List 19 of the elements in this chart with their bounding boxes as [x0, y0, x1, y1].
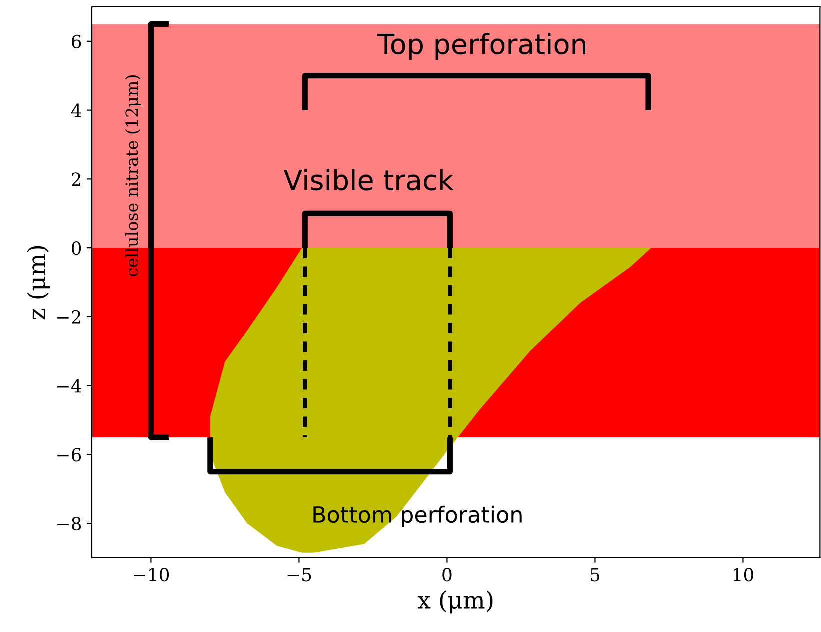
x-tick-label: −10: [134, 568, 170, 582]
annotation: Visible track: [284, 169, 454, 191]
x-tick-label: 0: [442, 568, 452, 582]
y-tick-label: 0: [72, 242, 82, 256]
y-tick-label: −6: [58, 448, 82, 462]
y-tick-label: −8: [58, 517, 82, 531]
annotation: Top perforation: [378, 33, 586, 60]
y-tick-label: 6: [72, 34, 82, 49]
x-axis-title: x (μm): [418, 590, 493, 614]
x-tick-label: 5: [591, 568, 600, 582]
annotation: Bottom perforation: [314, 506, 522, 528]
y-tick-label: 2: [72, 172, 81, 186]
y-tick-label: 4: [71, 104, 82, 118]
y-tick-label: −4: [58, 379, 82, 393]
annotation: cellulose nitrate (12μm): [125, 76, 142, 276]
y-tick-label: −2: [58, 310, 81, 324]
x-tick-label: −5: [288, 568, 312, 582]
y-axis-title: z (μm): [27, 246, 50, 320]
x-tick-label: 10: [734, 568, 754, 582]
